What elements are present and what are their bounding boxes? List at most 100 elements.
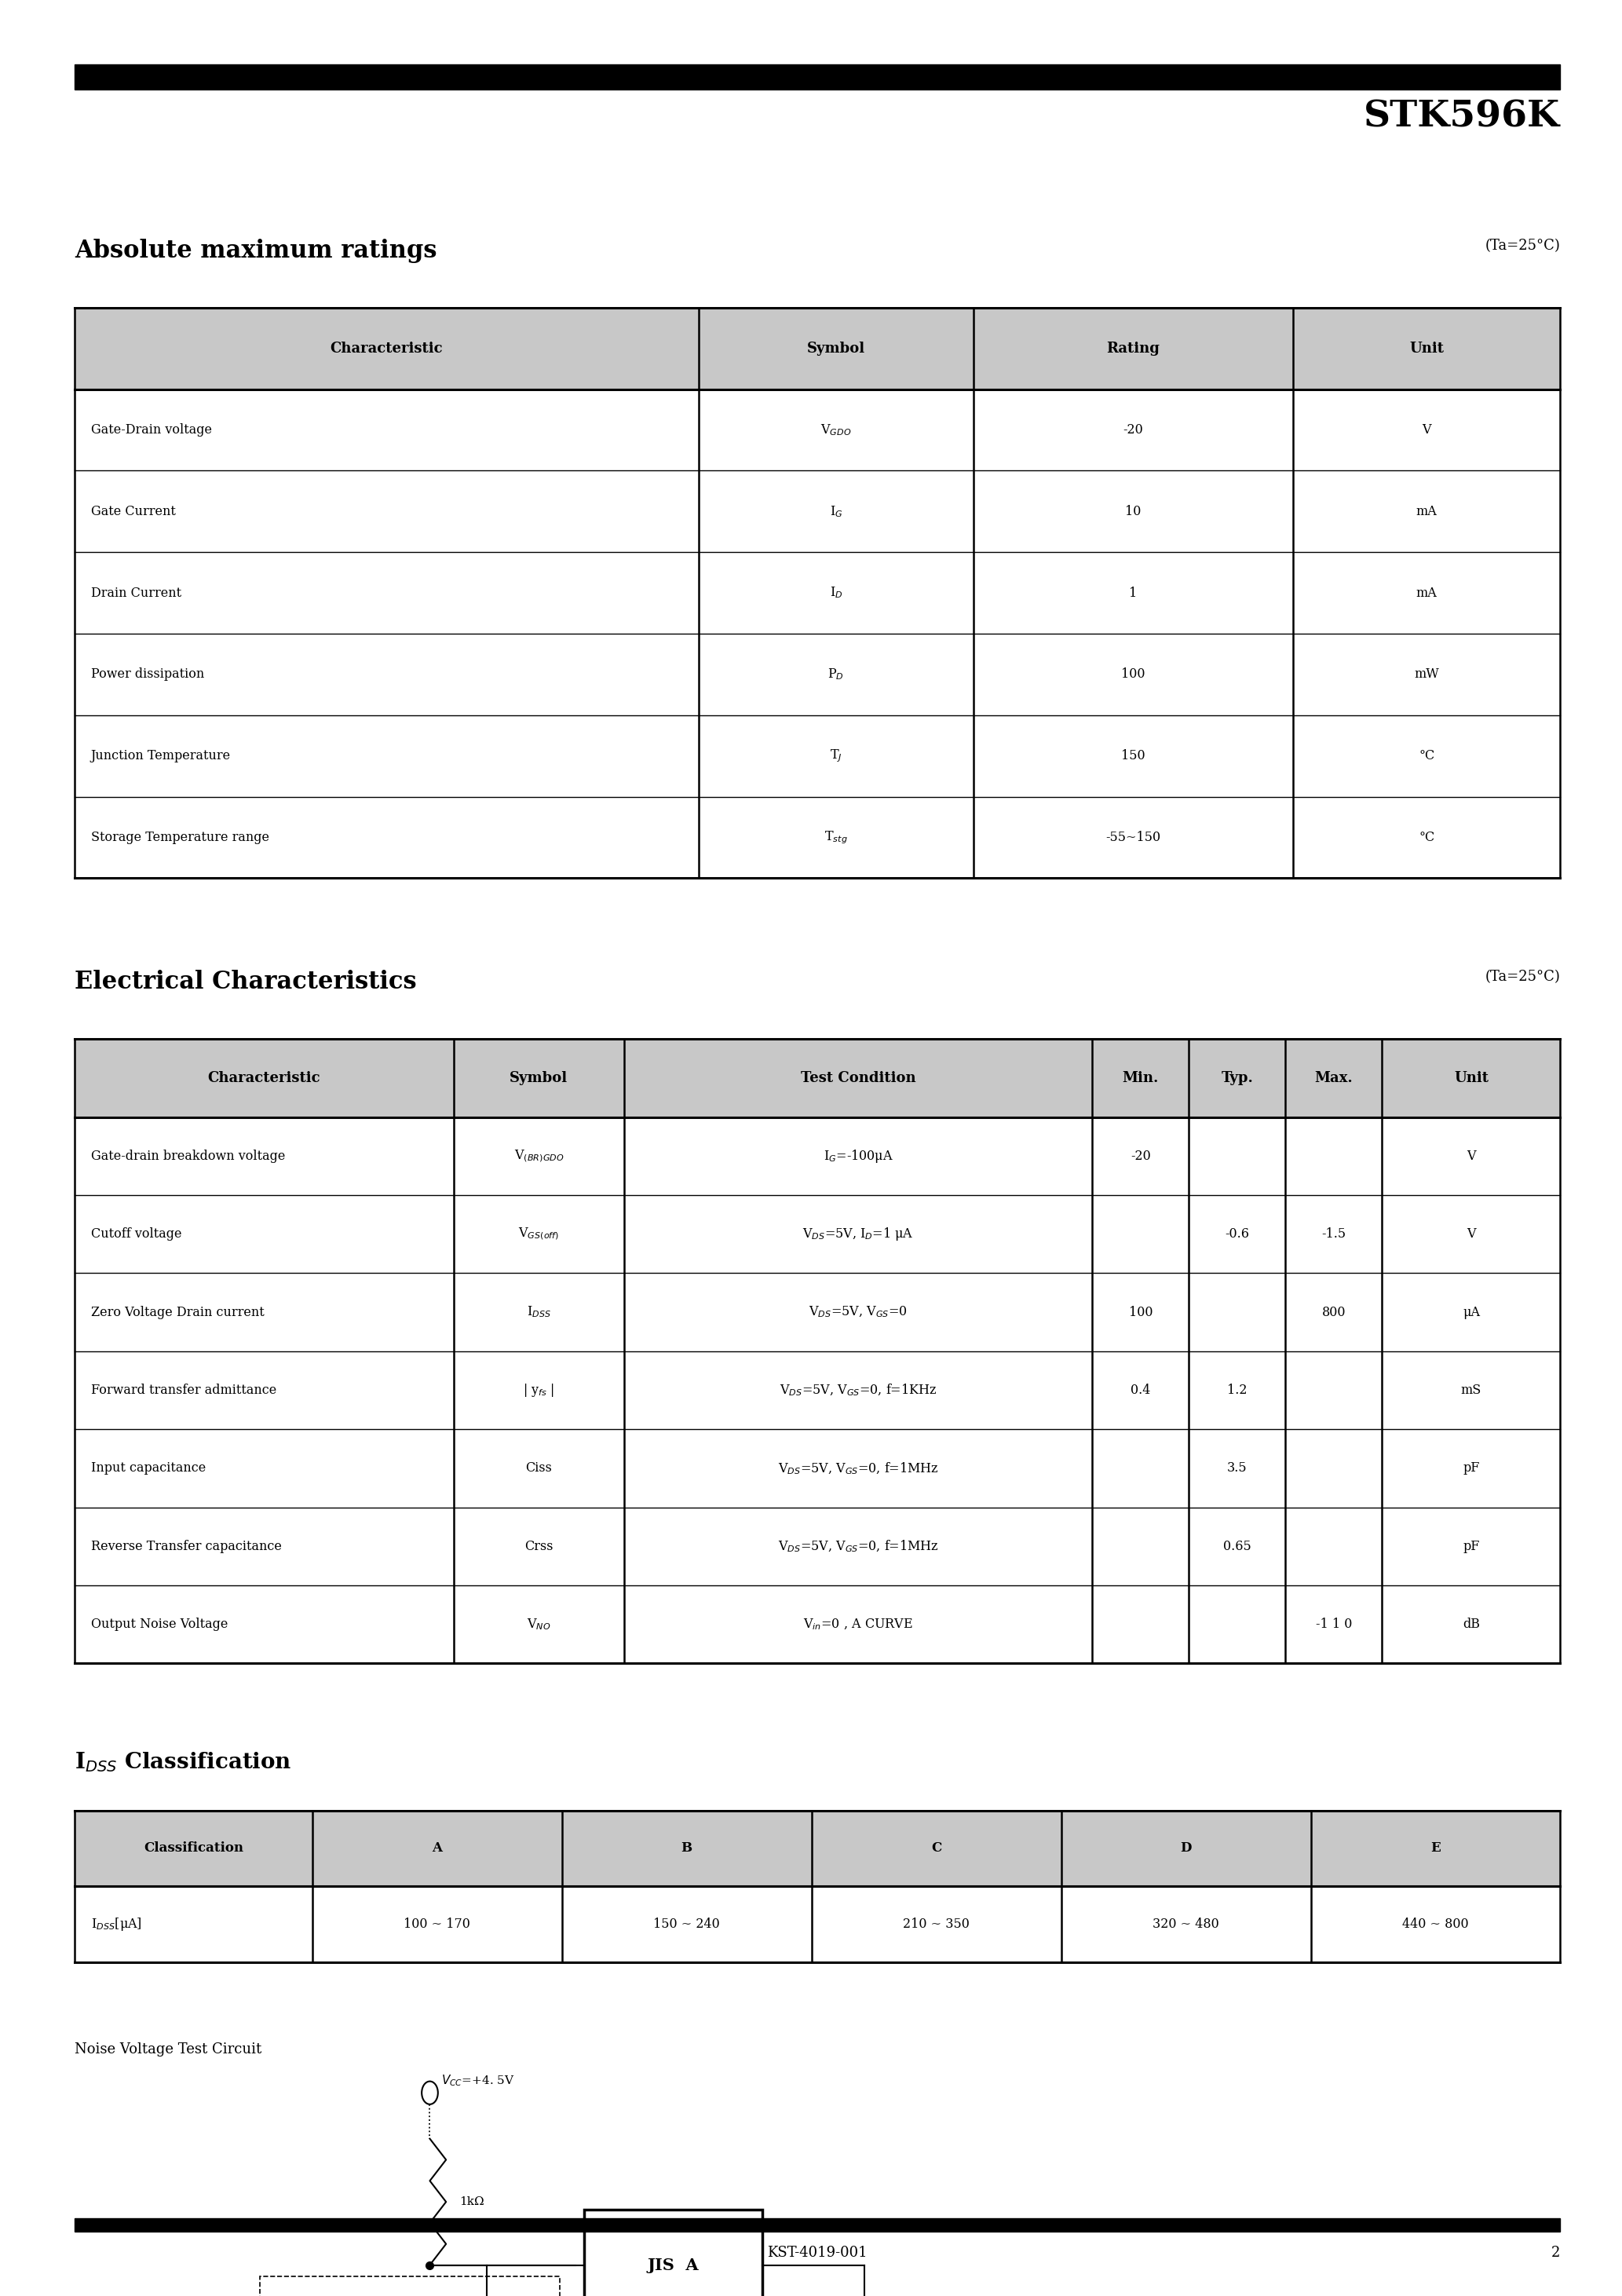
Text: 210 ~ 350: 210 ~ 350 xyxy=(903,1917,970,1931)
Text: 100 ~ 170: 100 ~ 170 xyxy=(404,1917,470,1931)
Text: 100: 100 xyxy=(1129,1306,1153,1318)
Text: Unit: Unit xyxy=(1410,342,1444,356)
Text: mS: mS xyxy=(1461,1384,1481,1396)
Text: C: C xyxy=(931,1841,941,1855)
Text: Symbol: Symbol xyxy=(509,1070,568,1086)
Text: I$_{DSS}$[μA]: I$_{DSS}$[μA] xyxy=(91,1915,141,1933)
Text: 0.4: 0.4 xyxy=(1131,1384,1150,1396)
Text: V$_{DS}$=5V, V$_{GS}$=0: V$_{DS}$=5V, V$_{GS}$=0 xyxy=(809,1304,908,1320)
Text: 440 ~ 800: 440 ~ 800 xyxy=(1403,1917,1470,1931)
Text: Unit: Unit xyxy=(1453,1070,1489,1086)
Text: | y$_{fs}$ |: | y$_{fs}$ | xyxy=(524,1382,555,1398)
Text: 0.65: 0.65 xyxy=(1223,1541,1251,1552)
Text: V$_{DS}$=5V, I$_{D}$=1 μA: V$_{DS}$=5V, I$_{D}$=1 μA xyxy=(803,1226,913,1242)
Text: Min.: Min. xyxy=(1122,1070,1158,1086)
Text: dB: dB xyxy=(1463,1619,1479,1630)
Text: Reverse Transfer capacitance: Reverse Transfer capacitance xyxy=(91,1541,282,1552)
Text: P$_{D}$: P$_{D}$ xyxy=(827,668,845,682)
Text: V: V xyxy=(1466,1228,1476,1240)
Bar xyxy=(75,1812,1560,1887)
Text: 150 ~ 240: 150 ~ 240 xyxy=(654,1917,720,1931)
Text: T$_{J}$: T$_{J}$ xyxy=(830,748,842,765)
Text: I$_{DSS}$ Classification: I$_{DSS}$ Classification xyxy=(75,1752,292,1775)
Text: V$_{in}$=0 , A CURVE: V$_{in}$=0 , A CURVE xyxy=(803,1616,913,1632)
Text: Rating: Rating xyxy=(1106,342,1160,356)
Text: -1 1 0: -1 1 0 xyxy=(1315,1619,1353,1630)
Text: Zero Voltage Drain current: Zero Voltage Drain current xyxy=(91,1306,264,1318)
Text: -20: -20 xyxy=(1131,1150,1150,1162)
Text: I$_{G}$=-100μA: I$_{G}$=-100μA xyxy=(824,1148,894,1164)
Text: -0.6: -0.6 xyxy=(1225,1228,1249,1240)
Text: Max.: Max. xyxy=(1315,1070,1353,1086)
Text: (Ta=25°C): (Ta=25°C) xyxy=(1486,971,1560,985)
Text: 2: 2 xyxy=(1551,2245,1560,2259)
Bar xyxy=(75,1040,1560,1118)
Text: V$_{DS}$=5V, V$_{GS}$=0, f=1MHz: V$_{DS}$=5V, V$_{GS}$=0, f=1MHz xyxy=(779,1538,939,1554)
Text: Gate Current: Gate Current xyxy=(91,505,175,519)
Text: 1: 1 xyxy=(1129,585,1137,599)
Text: °C: °C xyxy=(1419,748,1434,762)
Text: Output Noise Voltage: Output Noise Voltage xyxy=(91,1619,227,1630)
Text: 800: 800 xyxy=(1322,1306,1346,1318)
Text: Junction Temperature: Junction Temperature xyxy=(91,748,230,762)
Text: B: B xyxy=(681,1841,693,1855)
Text: Ciss: Ciss xyxy=(526,1463,551,1474)
Bar xyxy=(75,2218,1560,2232)
Text: 100: 100 xyxy=(1121,668,1145,682)
Text: JIS  A: JIS A xyxy=(647,2257,699,2273)
Text: 10: 10 xyxy=(1126,505,1142,519)
Text: mW: mW xyxy=(1414,668,1439,682)
Text: Cutoff voltage: Cutoff voltage xyxy=(91,1228,182,1240)
Bar xyxy=(75,64,1560,90)
Text: E: E xyxy=(1431,1841,1440,1855)
Text: pF: pF xyxy=(1463,1463,1479,1474)
Text: Drain Current: Drain Current xyxy=(91,585,182,599)
Text: μA: μA xyxy=(1463,1306,1479,1318)
Text: mA: mA xyxy=(1416,505,1437,519)
Text: 150: 150 xyxy=(1121,748,1145,762)
Text: -55~150: -55~150 xyxy=(1106,831,1161,845)
Text: V: V xyxy=(1422,422,1431,436)
Text: V$_{DS}$=5V, V$_{GS}$=0, f=1MHz: V$_{DS}$=5V, V$_{GS}$=0, f=1MHz xyxy=(779,1460,939,1476)
Text: V: V xyxy=(1466,1150,1476,1162)
Text: Input capacitance: Input capacitance xyxy=(91,1463,206,1474)
Text: A: A xyxy=(431,1841,443,1855)
Text: Storage Temperature range: Storage Temperature range xyxy=(91,831,269,845)
Bar xyxy=(584,2211,762,2296)
Text: Forward transfer admittance: Forward transfer admittance xyxy=(91,1384,276,1396)
Text: V$_{GS(off)}$: V$_{GS(off)}$ xyxy=(519,1226,560,1242)
Text: Electrical Characteristics: Electrical Characteristics xyxy=(75,971,417,994)
Bar xyxy=(75,308,1560,390)
Text: STK596K: STK596K xyxy=(1364,99,1560,135)
Text: Gate-drain breakdown voltage: Gate-drain breakdown voltage xyxy=(91,1150,285,1162)
Text: I$_{DSS}$: I$_{DSS}$ xyxy=(527,1304,551,1320)
Text: KST-4019-001: KST-4019-001 xyxy=(767,2245,868,2259)
Text: (Ta=25°C): (Ta=25°C) xyxy=(1486,239,1560,253)
Text: Power dissipation: Power dissipation xyxy=(91,668,204,682)
Text: Absolute maximum ratings: Absolute maximum ratings xyxy=(75,239,436,264)
Text: Gate-Drain voltage: Gate-Drain voltage xyxy=(91,422,212,436)
Text: V$_{GDO}$: V$_{GDO}$ xyxy=(821,422,852,436)
Text: Characteristic: Characteristic xyxy=(208,1070,321,1086)
Text: °C: °C xyxy=(1419,831,1434,845)
Text: V$_{NO}$: V$_{NO}$ xyxy=(527,1616,551,1632)
Text: Test Condition: Test Condition xyxy=(801,1070,916,1086)
Text: Classification: Classification xyxy=(144,1841,243,1855)
Text: Characteristic: Characteristic xyxy=(331,342,443,356)
Text: 1kΩ: 1kΩ xyxy=(459,2197,483,2206)
Text: I$_{D}$: I$_{D}$ xyxy=(829,585,842,599)
Text: 1.2: 1.2 xyxy=(1228,1384,1247,1396)
Text: Crss: Crss xyxy=(524,1541,553,1552)
Text: 3.5: 3.5 xyxy=(1228,1463,1247,1474)
Text: V$_{(BR)GDO}$: V$_{(BR)GDO}$ xyxy=(514,1148,564,1164)
Text: T$_{stg}$: T$_{stg}$ xyxy=(824,829,848,845)
Text: mA: mA xyxy=(1416,585,1437,599)
Text: pF: pF xyxy=(1463,1541,1479,1552)
Text: 320 ~ 480: 320 ~ 480 xyxy=(1153,1917,1220,1931)
Text: I$_{G}$: I$_{G}$ xyxy=(829,505,842,519)
Text: -1.5: -1.5 xyxy=(1322,1228,1346,1240)
Text: D: D xyxy=(1181,1841,1192,1855)
Text: Symbol: Symbol xyxy=(808,342,865,356)
Text: -20: -20 xyxy=(1122,422,1144,436)
Text: V$_{DS}$=5V, V$_{GS}$=0, f=1KHz: V$_{DS}$=5V, V$_{GS}$=0, f=1KHz xyxy=(780,1382,938,1398)
